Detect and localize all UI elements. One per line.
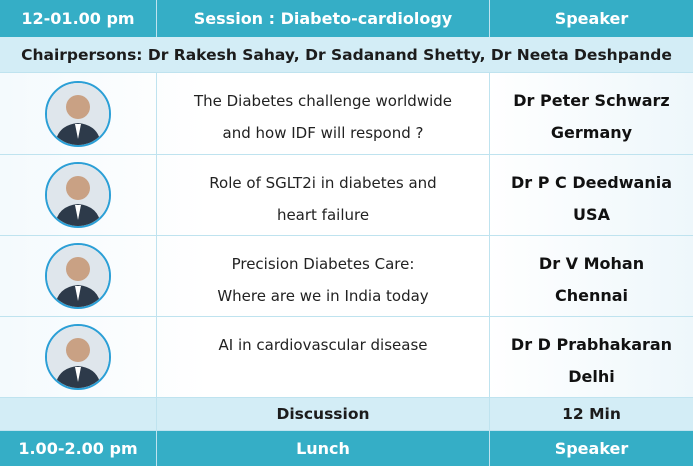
photo-placeholder: [47, 245, 109, 307]
topic-cell: The Diabetes challenge worldwide and how …: [157, 73, 490, 154]
topic-line: and how IDF will respond ?: [222, 124, 424, 142]
photo-placeholder: [47, 82, 109, 145]
photo-placeholder: [47, 326, 109, 388]
lunch-label: Lunch: [157, 431, 490, 466]
time: 12-01.00 pm: [0, 0, 157, 37]
speaker-name: Dr D Prabhakaran: [510, 335, 673, 354]
empty-cell: [0, 398, 157, 430]
photo-cell: [0, 73, 157, 154]
chairpersons: Chairpersons: Dr Rakesh Sahay, Dr Sadana…: [21, 45, 672, 64]
topic-line: Role of SGLT2i in diabetes and: [209, 174, 437, 192]
talk-row: Role of SGLT2i in diabetes and heart fail…: [0, 155, 693, 236]
topic-cell: Role of SGLT2i in diabetes and heart fail…: [157, 155, 490, 235]
topic-line: The Diabetes challenge worldwide: [193, 92, 453, 110]
topic-line: AI in cardiovascular disease: [218, 336, 428, 354]
speaker-place: Delhi: [568, 367, 615, 386]
speaker-name: Dr Peter Schwarz: [513, 91, 670, 110]
talk-row: AI in cardiovascular disease Dr D Prabhak…: [0, 317, 693, 398]
discussion-label: Discussion: [157, 398, 490, 430]
speaker-cell: Dr V Mohan Chennai: [490, 236, 693, 316]
topic-line: Where are we in India today: [217, 287, 429, 305]
header-row: 12-01.00 pm Session : Diabeto-cardiology…: [0, 0, 693, 37]
speaker-photo: [45, 80, 111, 147]
session-title: Session : Diabeto-cardiology: [157, 0, 490, 37]
photo-cell: [0, 317, 157, 397]
speaker-cell: Dr D Prabhakaran Delhi: [490, 317, 693, 397]
photo-cell: [0, 155, 157, 235]
speaker-photo: [45, 243, 111, 309]
discussion-row: Discussion 12 Min: [0, 398, 693, 431]
topic-cell: Precision Diabetes Care: Where are we in …: [157, 236, 490, 316]
speaker-heading: Speaker: [554, 9, 629, 28]
speaker-name: Dr V Mohan: [538, 254, 645, 273]
speaker-place: Chennai: [554, 286, 629, 305]
lunch-time: 1.00-2.00 pm: [0, 431, 157, 466]
speaker-photo: [45, 324, 111, 390]
speaker-name: Dr P C Deedwania: [510, 173, 673, 192]
chairpersons-row: Chairpersons: Dr Rakesh Sahay, Dr Sadana…: [0, 37, 693, 73]
discussion-duration: 12 Min: [562, 405, 621, 423]
speaker-place: USA: [573, 205, 610, 224]
lunch-speaker-heading: Speaker: [554, 439, 629, 458]
talk-row: The Diabetes challenge worldwide and how …: [0, 73, 693, 155]
lunch-row: 1.00-2.00 pm Lunch Speaker: [0, 431, 693, 466]
talk-row: Precision Diabetes Care: Where are we in …: [0, 236, 693, 317]
photo-placeholder: [47, 164, 109, 226]
photo-cell: [0, 236, 157, 316]
topic-line: heart failure: [276, 206, 370, 224]
speaker-cell: Dr P C Deedwania USA: [490, 155, 693, 235]
speaker-cell: Dr Peter Schwarz Germany: [490, 73, 693, 154]
topic-cell: AI in cardiovascular disease: [157, 317, 490, 397]
topic-line: Precision Diabetes Care:: [231, 255, 415, 273]
speaker-place: Germany: [550, 123, 633, 142]
speaker-photo: [45, 162, 111, 228]
